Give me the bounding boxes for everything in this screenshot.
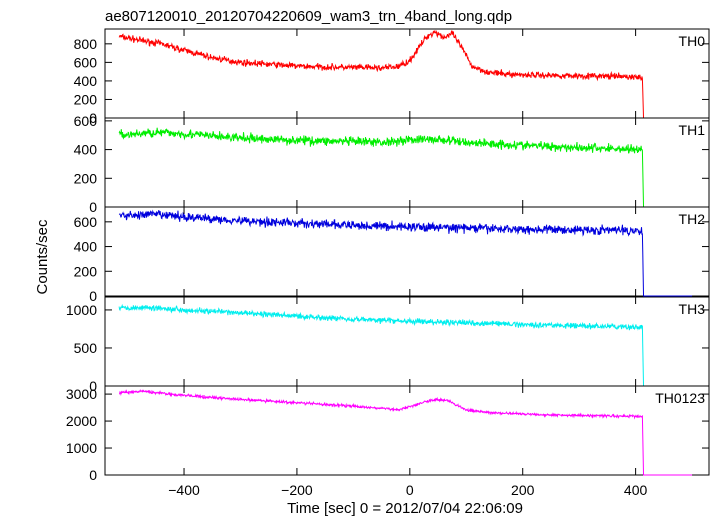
y-tick-label: 0 <box>89 467 97 483</box>
y-tick-label: 0 <box>89 288 97 304</box>
series-line-th1 <box>118 127 693 208</box>
panel-th2: 0 200 400 600 TH2 <box>74 206 710 304</box>
series-label-th0: TH0 <box>679 33 706 49</box>
panel-th0123: 0 1000 2000 3000 TH0123 <box>66 385 710 483</box>
y-tick-label: 500 <box>74 340 98 356</box>
series-label-th3: TH3 <box>679 301 706 317</box>
y-tick-label: 3000 <box>66 386 97 402</box>
series-line-th2 <box>118 209 693 297</box>
series-label-th2: TH2 <box>679 211 706 227</box>
plot-panels: 0 200 400 600 800 TH0 0 200 400 600 TH1 0 200 400 600 T… <box>66 28 710 498</box>
x-tick-label: −400 <box>168 482 200 498</box>
panel-frame <box>104 117 710 208</box>
series-label-th1: TH1 <box>679 122 706 138</box>
y-tick-label: 400 <box>74 73 98 89</box>
y-tick-label: 1000 <box>66 440 97 456</box>
series-line-th0123 <box>118 389 693 476</box>
y-tick-label: 200 <box>74 263 98 279</box>
panel-th3: 0 500 1000 TH3 <box>66 296 710 394</box>
series-line-th0 <box>118 29 693 119</box>
y-tick-label: 1000 <box>66 302 97 318</box>
chart-title: ae807120010_20120704220609_wam3_trn_4ban… <box>105 8 512 25</box>
y-tick-label: 2000 <box>66 413 97 429</box>
y-tick-label: 600 <box>74 214 98 230</box>
y-tick-label: 600 <box>74 113 98 129</box>
y-tick-label: 0 <box>89 110 97 126</box>
y-tick-label: 200 <box>74 170 98 186</box>
panel-th0: 0 200 400 600 800 TH0 <box>74 28 710 126</box>
series-line-th3 <box>118 303 693 387</box>
y-tick-label: 200 <box>74 91 98 107</box>
series-label-th0123: TH0123 <box>655 390 705 406</box>
y-tick-label: 400 <box>74 142 98 158</box>
x-tick-label: −200 <box>281 482 313 498</box>
x-axis-label: Time [sec] 0 = 2012/07/04 22:06:09 <box>287 500 523 516</box>
y-tick-label: 0 <box>89 199 97 215</box>
y-axis-label: Counts/sec <box>34 219 51 295</box>
x-tick-label: 0 <box>406 482 414 498</box>
y-tick-label: 0 <box>89 378 97 394</box>
x-tick-label: 200 <box>511 482 535 498</box>
panel-frame <box>104 385 710 476</box>
y-tick-label: 400 <box>74 239 98 255</box>
y-tick-label: 800 <box>74 36 98 52</box>
y-tick-label: 600 <box>74 54 98 70</box>
x-tick-label: 400 <box>624 482 648 498</box>
panel-frame <box>104 206 710 297</box>
panel-th1: 0 200 400 600 TH1 <box>74 113 710 215</box>
